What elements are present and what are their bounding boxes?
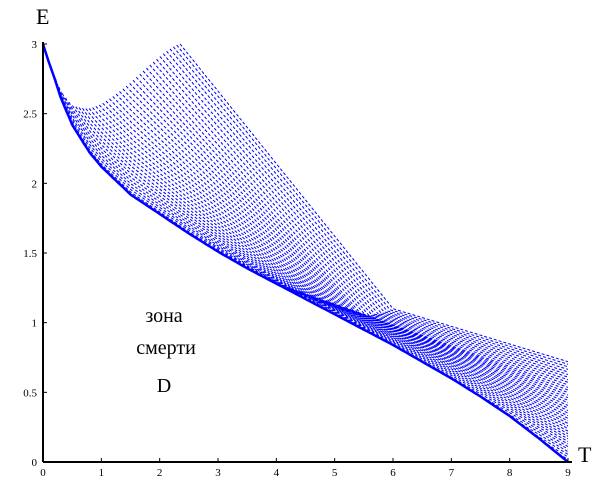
x-tick-label: 0 bbox=[40, 467, 46, 479]
y-axis-label: E bbox=[36, 4, 49, 29]
trajectory-line bbox=[83, 108, 569, 436]
y-tick-label: 1 bbox=[32, 318, 38, 330]
x-tick-label: 6 bbox=[390, 467, 396, 479]
y-tick-label: 0.5 bbox=[23, 387, 37, 399]
trajectory-line bbox=[52, 71, 568, 460]
x-tick-label: 8 bbox=[507, 467, 513, 479]
x-tick-label: 7 bbox=[449, 467, 455, 479]
x-tick-label: 1 bbox=[99, 467, 105, 479]
trajectory-line bbox=[163, 54, 568, 375]
trajectory-line bbox=[76, 107, 568, 442]
x-tick-label: 5 bbox=[332, 467, 338, 479]
trajectory-line bbox=[113, 96, 568, 413]
y-tick-label: 2 bbox=[32, 178, 38, 190]
trajectory-line bbox=[106, 101, 568, 418]
y-tick-label: 0 bbox=[32, 457, 38, 469]
annotation-smerti: смерти bbox=[136, 337, 196, 359]
x-tick-label: 4 bbox=[274, 467, 280, 479]
y-tick-label: 1.5 bbox=[23, 248, 37, 260]
y-tick-label: 3 bbox=[32, 39, 38, 51]
trajectory-line bbox=[62, 93, 568, 452]
trajectory-line bbox=[120, 91, 569, 408]
x-tick-label: 9 bbox=[565, 467, 571, 479]
trajectory-line bbox=[116, 94, 568, 411]
trajectory-line bbox=[79, 108, 568, 439]
y-tick-label: 2.5 bbox=[23, 109, 37, 121]
x-tick-label: 2 bbox=[157, 467, 163, 479]
annotation-d: D bbox=[157, 375, 171, 397]
x-tick-label: 3 bbox=[215, 467, 221, 479]
curve-family bbox=[43, 44, 568, 462]
annotation-zona: зона bbox=[145, 305, 182, 327]
trajectory-line bbox=[140, 74, 568, 392]
x-axis-label: T bbox=[578, 442, 592, 467]
trajectory-line bbox=[153, 62, 568, 382]
